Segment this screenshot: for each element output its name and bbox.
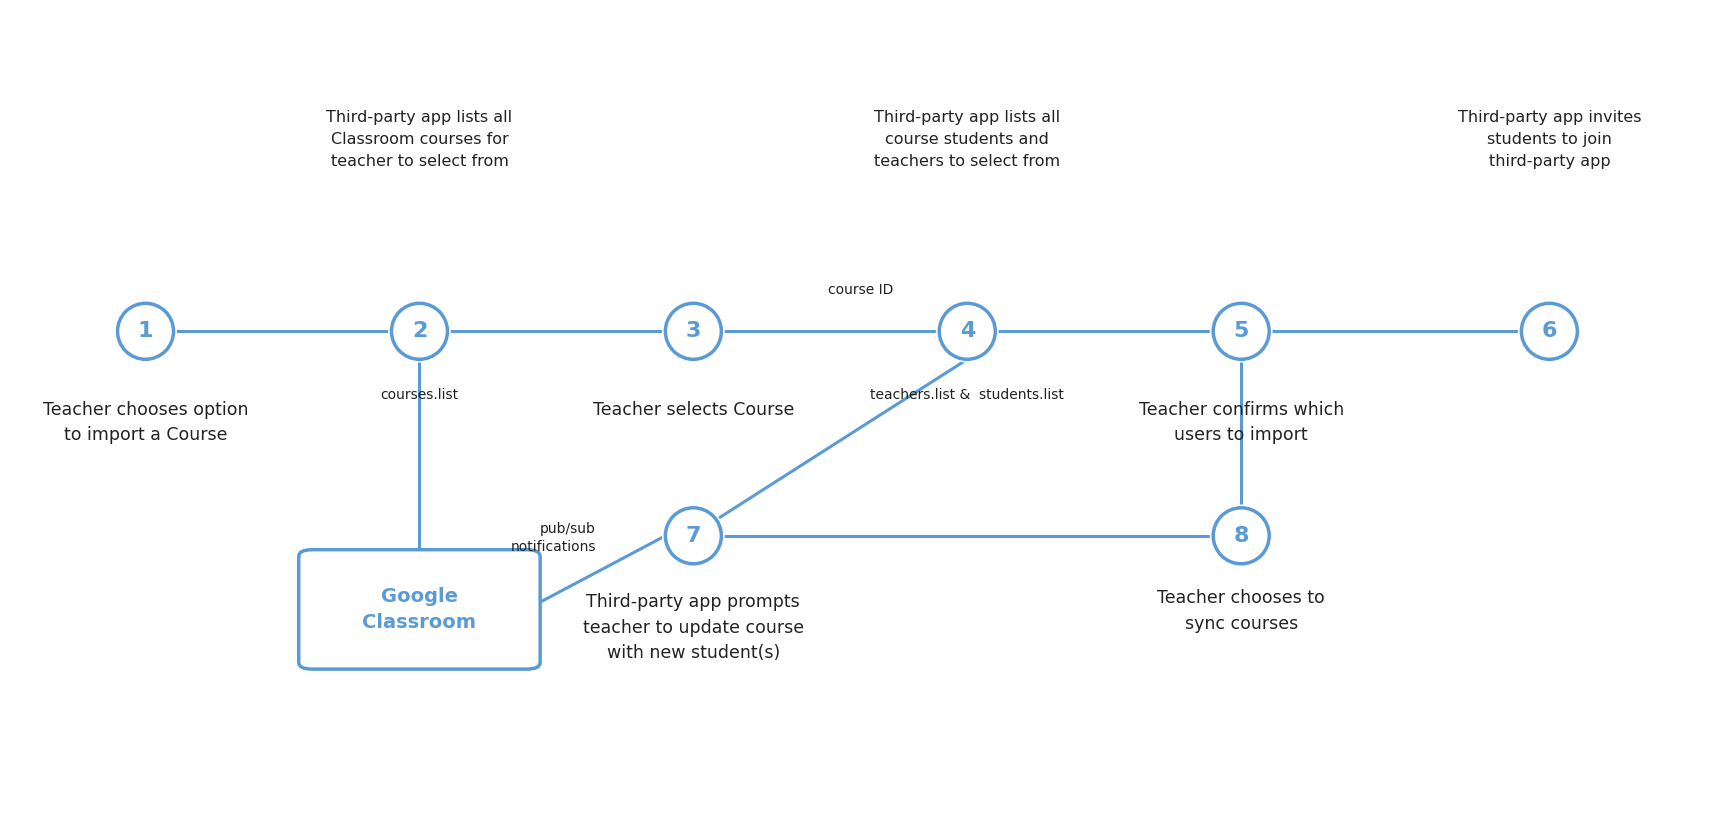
Ellipse shape: [663, 505, 724, 567]
Text: Third-party app lists all
Classroom courses for
teacher to select from: Third-party app lists all Classroom cour…: [327, 110, 512, 169]
Ellipse shape: [940, 303, 995, 359]
Text: 7: 7: [685, 526, 702, 546]
Text: 5: 5: [1234, 321, 1248, 341]
Text: 2: 2: [413, 321, 426, 341]
Ellipse shape: [1519, 300, 1580, 362]
Ellipse shape: [118, 303, 173, 359]
Text: Google
Classroom: Google Classroom: [363, 587, 476, 632]
FancyBboxPatch shape: [298, 550, 539, 669]
Ellipse shape: [936, 300, 998, 362]
Text: Teacher selects Course: Teacher selects Course: [592, 401, 794, 419]
Text: Teacher chooses option
to import a Course: Teacher chooses option to import a Cours…: [43, 401, 248, 444]
Ellipse shape: [663, 300, 724, 362]
Text: course ID: course ID: [829, 283, 894, 297]
Text: Teacher chooses to
sync courses: Teacher chooses to sync courses: [1157, 589, 1325, 632]
Ellipse shape: [1210, 505, 1272, 567]
Text: Third-party app invites
students to join
third-party app: Third-party app invites students to join…: [1457, 110, 1642, 169]
Text: Teacher confirms which
users to import: Teacher confirms which users to import: [1138, 401, 1344, 444]
Text: 6: 6: [1541, 321, 1558, 341]
Text: Third-party app prompts
teacher to update course
with new student(s): Third-party app prompts teacher to updat…: [582, 593, 805, 663]
Ellipse shape: [389, 300, 450, 362]
Text: 1: 1: [137, 321, 154, 341]
Text: Third-party app lists all
course students and
teachers to select from: Third-party app lists all course student…: [875, 110, 1060, 169]
Ellipse shape: [1214, 508, 1269, 564]
Ellipse shape: [392, 303, 447, 359]
Ellipse shape: [666, 303, 721, 359]
Text: 4: 4: [960, 321, 974, 341]
Ellipse shape: [1210, 300, 1272, 362]
Text: teachers.list &  students.list: teachers.list & students.list: [870, 388, 1065, 402]
Text: courses.list: courses.list: [380, 388, 459, 402]
Text: pub/sub
notifications: pub/sub notifications: [510, 522, 596, 555]
Text: 3: 3: [687, 321, 700, 341]
Ellipse shape: [1214, 303, 1269, 359]
Ellipse shape: [1522, 303, 1577, 359]
Ellipse shape: [115, 300, 176, 362]
Text: 8: 8: [1233, 526, 1250, 546]
Ellipse shape: [666, 508, 721, 564]
